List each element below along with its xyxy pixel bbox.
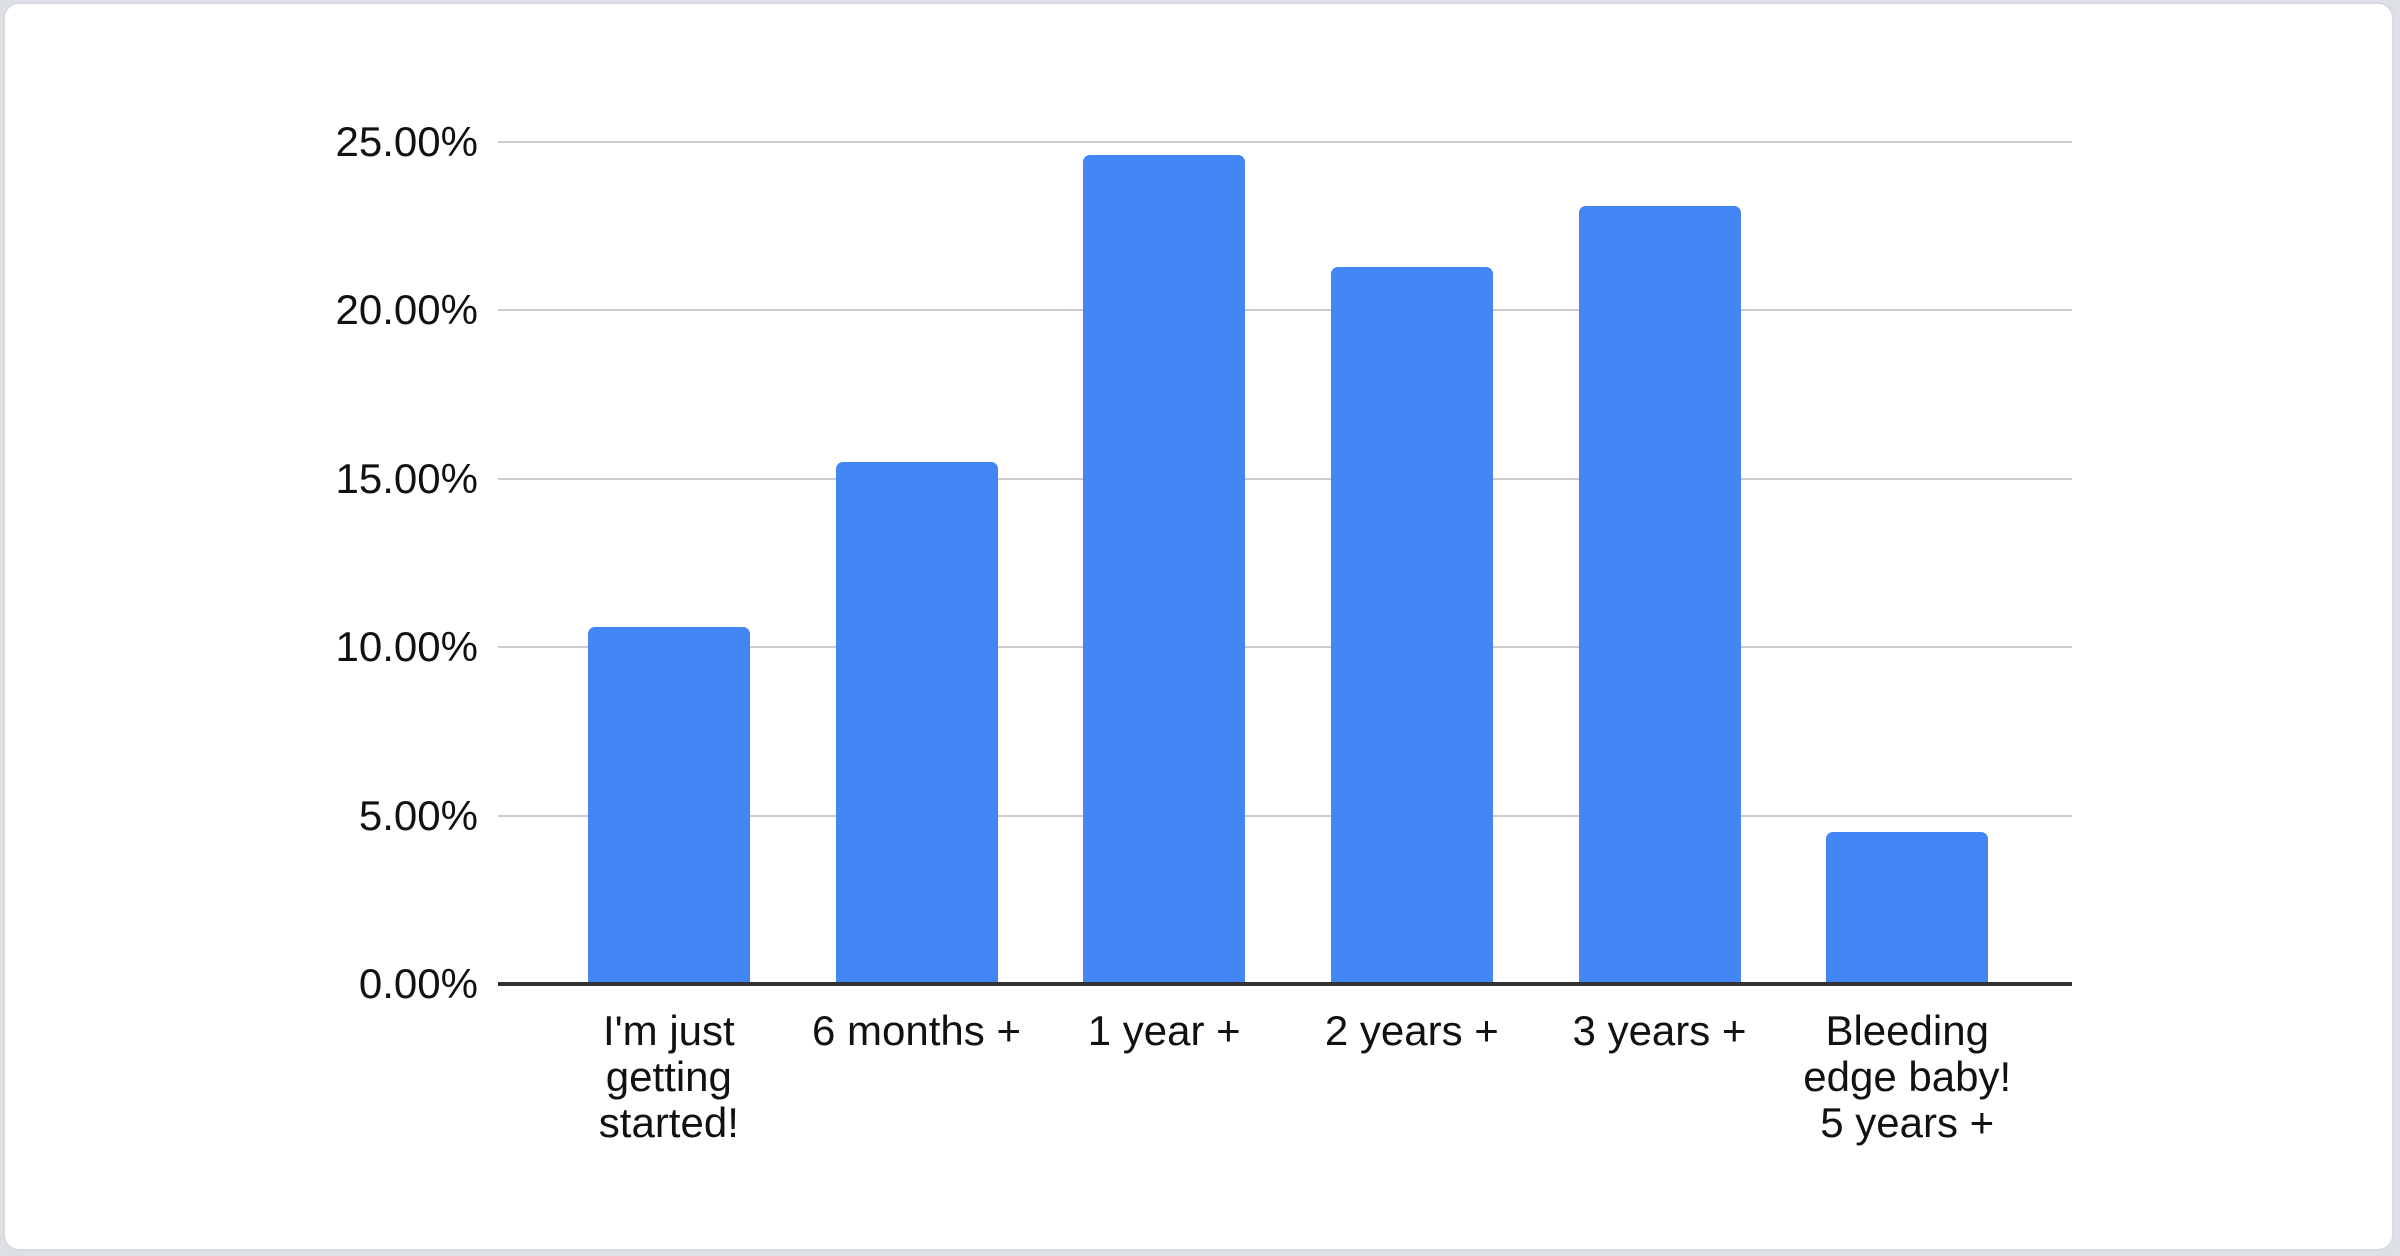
x-axis-category-label-line: getting [605,1053,732,1100]
bar-4[interactable] [1330,266,1493,984]
y-axis: 0.00% 5.00% 10.00% 15.00% 20.00% 25.00% [158,119,478,1007]
x-axis-category-label: 1 year + [1040,1008,1288,1146]
gridline [498,309,2072,312]
x-axis-category-label: Bleeding edge baby! 5 years + [1783,1008,2031,1146]
x-axis-category-label-line: 3 years + [1572,1007,1747,1054]
gridline [498,477,2072,480]
bar-column [1288,142,1536,984]
y-axis-tick-label: 20.00% [335,286,478,334]
plot-area [498,141,2072,986]
bar-1[interactable] [587,627,750,984]
x-axis-category-label-line: Bleeding [1825,1007,1989,1054]
x-axis-category-label-line: I'm just [602,1007,735,1054]
y-axis-tick-label: 5.00% [358,791,478,839]
y-axis-tick-label: 0.00% [358,960,478,1007]
x-axis-category-label-line: 6 months + [812,1007,1021,1054]
gridline [498,814,2072,817]
bar-column [1040,142,1288,984]
y-axis-tick-label: 10.00% [335,623,478,671]
gridline [498,141,2072,143]
x-axis-category-label: I'm just getting started! [545,1008,793,1146]
x-axis-baseline [498,982,2072,986]
bar-3[interactable] [1083,155,1246,984]
x-axis-category-label: 6 months + [793,1008,1041,1146]
bar-5[interactable] [1578,206,1741,984]
y-axis-tick-label: 25.00% [335,118,478,165]
x-axis-category-label: 2 years + [1288,1008,1536,1146]
x-axis-category-label-line: started! [598,1099,739,1146]
bar-2[interactable] [835,461,998,984]
bar-column [1783,142,2031,984]
bar-column [793,142,1041,984]
x-axis-category-label-line: 1 year + [1087,1007,1241,1054]
x-axis-category-label: 3 years + [1536,1008,1784,1146]
gridline [498,646,2072,649]
bar-column [545,142,793,984]
chart-card: 0.00% 5.00% 10.00% 15.00% 20.00% 25.00% I'm j… [3,2,2394,1251]
y-axis-tick-label: 15.00% [335,454,478,502]
x-axis-labels: I'm just getting started! 6 months + 1 year … [545,1008,2031,1146]
x-axis-category-label-line: 5 years + [1820,1099,1995,1146]
bar-6[interactable] [1826,832,1989,984]
x-axis-category-label-line: 2 years + [1324,1007,1499,1054]
bar-column [1536,142,1784,984]
x-axis-category-label-line: edge baby! [1803,1053,2012,1100]
bars [545,142,2031,984]
